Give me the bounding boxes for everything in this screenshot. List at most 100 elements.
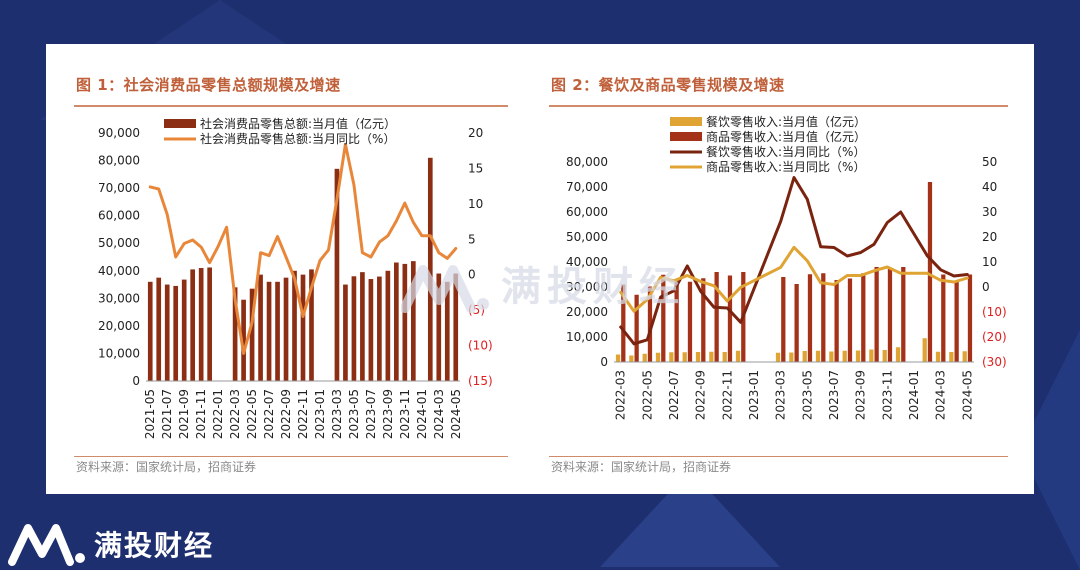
chart1-bar [266,281,272,381]
chart1-y-left-tick: 40,000 [98,264,140,278]
chart2-legend-label: 餐饮零售收入:当月值（亿元） [706,114,866,129]
chart2-x-tick: 2022-05 [640,370,654,420]
chart2-bar [901,267,906,362]
chart2-bar [629,355,634,362]
chart2-bar [821,273,826,362]
chart2-x-tick: 2024-01 [907,370,921,420]
chart2-x-tick: 2023-05 [800,370,814,420]
chart1-legend-label: 社会消费品零售总额:当月同比（%） [200,131,395,146]
chart1-x-tick: 2022-03 [228,389,242,439]
chart1-bar [309,269,314,381]
chart1-x-tick: 2022-11 [296,389,310,439]
chart2-x-tick: 2023-11 [880,370,894,420]
chart2-bar [642,353,647,362]
chart1-legend-label: 社会消费品零售总额:当月值（亿元） [200,116,396,131]
chart2-y-left-tick: 50,000 [566,230,608,244]
chart1-y-right-tick: (15) [468,374,493,388]
chart2-bar [887,267,893,362]
chart1-bar [343,284,348,381]
chart1-y-left-tick: 90,000 [98,126,140,140]
chart2-y-left-tick: 70,000 [566,180,608,194]
chart1-bar [249,288,255,381]
chart2-legend-swatch [670,117,702,126]
chart2-bar [775,352,781,362]
brand-logo-icon [8,524,85,566]
chart2-y-left-tick: 0 [600,355,608,369]
chart1-bar [360,272,365,381]
chart2-bar [834,280,839,362]
chart1-bar [232,287,238,381]
chart1-y-left-tick: 20,000 [98,319,140,333]
chart2-x-tick: 2022-09 [694,370,708,420]
chart1-x-tick: 2022-09 [279,389,293,439]
chart2-x-tick: 2023-07 [827,370,841,420]
chart2-y-left-tick: 30,000 [566,280,608,294]
chart1-svg: 0 10,000 20,000 30,000 40,000 50,000 60,000 70,… [98,116,493,439]
chart1-bar [402,263,408,381]
chart1-bar [147,281,153,381]
chart1-y-left-tick: 0 [132,374,140,388]
chart2-source-rule [549,456,1008,457]
chart2-x-tick: 2023-03 [774,370,788,420]
chart2-legend-swatch [670,132,702,141]
chart2-bar [695,352,701,362]
chart2-y-left-tick: 80,000 [566,155,608,169]
chart2-x-tick: 2022-03 [614,370,628,420]
chart2-bar [882,350,887,362]
chart2-bar [735,350,741,362]
chart1-y-right-tick: (10) [468,339,493,353]
chart2-y-right-tick: 40 [982,180,997,194]
chart1-bar [190,269,196,381]
chart2-x-tick: 2023-09 [854,370,868,420]
chart1-x-tick: 2023-11 [398,389,412,439]
chart2-title-rule [549,105,1008,107]
chart2-y-left-tick: 10,000 [566,330,608,344]
chart2-y-right-tick: 30 [982,205,997,219]
chart2-bar [682,352,687,362]
chart1-bar [368,279,374,381]
chart1-x-tick: 2022-01 [211,389,225,439]
chart1-bar [444,281,450,381]
chart2-series-line [619,176,969,346]
chart2-bar [634,294,639,362]
chart2-bar [922,338,927,362]
chart2-bar [855,350,861,362]
chart1-y-left-tick: 10,000 [98,346,140,360]
chart1-bar [334,168,340,381]
chart1-y-left-tick: 60,000 [98,209,140,223]
chart1-source: 资料来源：国家统计局，招商证券 [76,460,257,474]
chart2-bar [927,182,933,362]
chart2-y-right-tick: 0 [982,280,990,294]
chart1-legend-swatch [164,119,196,128]
chart2-bar [829,351,834,362]
chart2-title: 图 2：餐饮及商品零售规模及增速 [551,76,785,94]
chart2-bar [714,272,719,362]
chart2-x-tick: 2022-11 [720,370,734,420]
chart1-bar [351,276,357,381]
chart1-y-left-tick: 80,000 [98,154,140,168]
brand-footer: 满投财经 [8,522,214,566]
chart2-source: 资料来源：国家统计局，招商证券 [551,460,732,474]
chart2-bar [941,274,946,362]
chart1-y-right-tick: 5 [468,232,476,246]
chart2-y-right-tick: 10 [982,255,997,269]
chart2-bar [781,277,786,362]
chart1-x-tick: 2024-03 [432,389,446,439]
chart2-bar [847,278,853,362]
chart2-bar [807,274,813,362]
brand-name: 满投财经 [94,529,215,562]
chart1-x-tick: 2021-09 [177,389,191,439]
chart1-x-tick: 2021-11 [194,389,208,439]
chart2-x-tick: 2024-05 [960,370,974,420]
chart1-x-tick: 2023-07 [364,389,378,439]
chart1-bar [156,277,162,381]
chart1-x-tick: 2021-07 [160,389,174,439]
chart1-bar [292,270,297,381]
chart2-y-right-tick: (20) [982,330,1007,344]
chart2-bar [967,274,973,362]
chart1-bar [173,285,179,381]
chart1-bar [394,262,399,381]
chart1-x-tick: 2023-01 [313,389,327,439]
chart2-bar [869,349,874,362]
chart1-source-rule [74,456,508,457]
